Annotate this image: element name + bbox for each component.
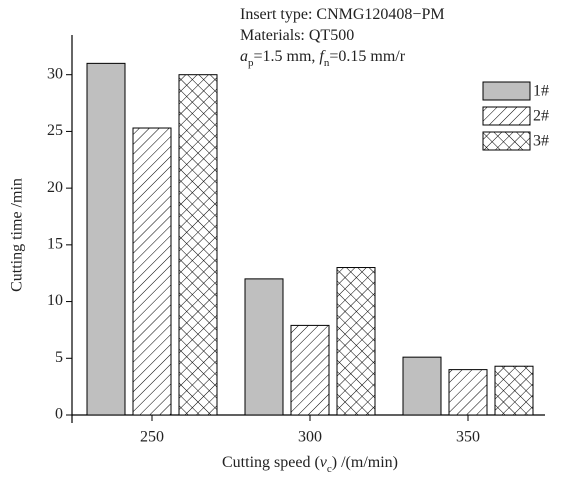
legend-label: 3#: [533, 133, 549, 150]
x-tick-label: 350: [456, 429, 480, 446]
bar: [178, 74, 218, 416]
text-segment: c: [327, 463, 332, 475]
y-axis-label: Cutting time /min: [9, 178, 26, 292]
bar: [290, 324, 330, 416]
y-tick-label: 20: [47, 179, 63, 196]
bar: [336, 267, 376, 416]
text-segment: Insert type: CNMG120408−PM: [240, 6, 445, 23]
text-segment: f: [319, 48, 326, 65]
y-tick-label: 25: [47, 122, 63, 139]
legend-label: 1#: [533, 83, 549, 100]
bar: [132, 127, 172, 416]
text-segment: ) /(m/min): [332, 454, 398, 471]
bar: [402, 356, 442, 416]
text-segment: v: [320, 454, 328, 471]
y-tick-label: 10: [47, 292, 63, 309]
text-segment: =1.5 mm,: [254, 48, 320, 65]
y-tick-label: 30: [47, 65, 63, 82]
bar: [494, 365, 534, 416]
annotation: Materials: QT500: [240, 27, 354, 44]
text-segment: p: [248, 57, 254, 69]
legend-label: 2#: [533, 108, 549, 125]
x-axis-label: Cutting speed (vc) /(m/min): [222, 454, 398, 475]
annotation: Insert type: CNMG120408−PM: [240, 6, 445, 23]
y-tick-label: 5: [55, 349, 63, 366]
text-segment: =0.15 mm/r: [329, 48, 405, 65]
text-segment: Materials: QT500: [240, 27, 354, 44]
legend-swatch: [482, 131, 531, 151]
annotation: ap=1.5 mm, fn=0.15 mm/r: [240, 48, 406, 69]
y-tick-label: 0: [55, 406, 63, 423]
bar: [86, 62, 126, 416]
legend-swatch: [482, 81, 531, 101]
text-segment: a: [240, 48, 248, 65]
text-segment: n: [324, 57, 330, 69]
x-tick-label: 250: [140, 429, 164, 446]
y-tick-label: 15: [47, 236, 63, 253]
bar: [244, 278, 284, 416]
text-segment: Cutting speed (: [222, 454, 320, 471]
bar: [448, 369, 488, 416]
legend-swatch: [482, 106, 531, 126]
x-tick-label: 300: [298, 429, 322, 446]
